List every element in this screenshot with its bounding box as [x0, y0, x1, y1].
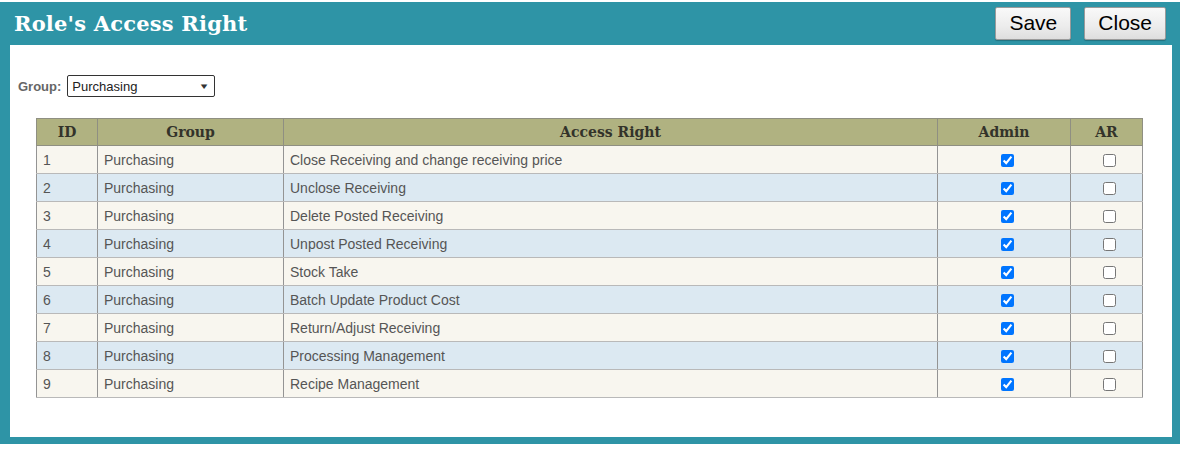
ar-checkbox[interactable]	[1103, 154, 1116, 167]
cell-ar	[1071, 146, 1143, 174]
group-filter-row: Group: Purchasing ▼	[18, 75, 1172, 97]
cell-id: 8	[37, 342, 98, 370]
ar-checkbox[interactable]	[1103, 294, 1116, 307]
cell-group: Purchasing	[98, 174, 284, 202]
ar-checkbox[interactable]	[1103, 210, 1116, 223]
cell-id: 6	[37, 286, 98, 314]
cell-access-right: Delete Posted Receiving	[284, 202, 938, 230]
cell-id: 9	[37, 370, 98, 398]
table-row: 9PurchasingRecipe Management	[37, 370, 1143, 398]
group-select[interactable]: Purchasing ▼	[67, 75, 215, 97]
table-row: 2PurchasingUnclose Receiving	[37, 174, 1143, 202]
admin-checkbox[interactable]	[1001, 322, 1014, 335]
col-header-id: ID	[37, 119, 98, 146]
access-rights-table: ID Group Access Right Admin AR 1Purchasi…	[36, 118, 1143, 398]
admin-checkbox[interactable]	[1001, 378, 1014, 391]
col-header-ar: AR	[1071, 119, 1143, 146]
col-header-access-right: Access Right	[284, 119, 938, 146]
cell-ar	[1071, 174, 1143, 202]
cell-access-right: Unpost Posted Receiving	[284, 230, 938, 258]
table-row: 3PurchasingDelete Posted Receiving	[37, 202, 1143, 230]
cell-ar	[1071, 258, 1143, 286]
cell-admin	[938, 314, 1071, 342]
cell-id: 1	[37, 146, 98, 174]
cell-admin	[938, 174, 1071, 202]
close-button[interactable]: Close	[1084, 7, 1166, 40]
cell-id: 7	[37, 314, 98, 342]
col-header-group: Group	[98, 119, 284, 146]
save-button[interactable]: Save	[995, 7, 1071, 40]
cell-access-right: Batch Update Product Cost	[284, 286, 938, 314]
admin-checkbox[interactable]	[1001, 182, 1014, 195]
group-label: Group:	[18, 79, 61, 94]
col-header-admin: Admin	[938, 119, 1071, 146]
admin-checkbox[interactable]	[1001, 350, 1014, 363]
content-panel: Group: Purchasing ▼ ID Group Access Righ…	[10, 45, 1172, 437]
cell-ar	[1071, 342, 1143, 370]
cell-ar	[1071, 202, 1143, 230]
cell-admin	[938, 202, 1071, 230]
cell-ar	[1071, 286, 1143, 314]
cell-access-right: Return/Adjust Receiving	[284, 314, 938, 342]
ar-checkbox[interactable]	[1103, 378, 1116, 391]
ar-checkbox[interactable]	[1103, 322, 1116, 335]
cell-id: 3	[37, 202, 98, 230]
cell-group: Purchasing	[98, 230, 284, 258]
cell-id: 4	[37, 230, 98, 258]
cell-admin	[938, 286, 1071, 314]
cell-admin	[938, 370, 1071, 398]
table-row: 6PurchasingBatch Update Product Cost	[37, 286, 1143, 314]
cell-admin	[938, 230, 1071, 258]
dropdown-arrow-icon: ▼	[199, 82, 210, 91]
cell-admin	[938, 258, 1071, 286]
ar-checkbox[interactable]	[1103, 266, 1116, 279]
cell-group: Purchasing	[98, 258, 284, 286]
table-row: 4PurchasingUnpost Posted Receiving	[37, 230, 1143, 258]
cell-access-right: Close Receiving and change receiving pri…	[284, 146, 938, 174]
page-title: Role's Access Right	[14, 11, 247, 36]
admin-checkbox[interactable]	[1001, 154, 1014, 167]
cell-group: Purchasing	[98, 314, 284, 342]
topbar-buttons: Save Close	[995, 7, 1166, 40]
admin-checkbox[interactable]	[1001, 266, 1014, 279]
cell-group: Purchasing	[98, 370, 284, 398]
cell-admin	[938, 342, 1071, 370]
admin-checkbox[interactable]	[1001, 238, 1014, 251]
cell-access-right: Stock Take	[284, 258, 938, 286]
cell-id: 2	[37, 174, 98, 202]
cell-group: Purchasing	[98, 342, 284, 370]
cell-admin	[938, 146, 1071, 174]
cell-ar	[1071, 230, 1143, 258]
cell-access-right: Unclose Receiving	[284, 174, 938, 202]
cell-ar	[1071, 370, 1143, 398]
table-header-row: ID Group Access Right Admin AR	[37, 119, 1143, 146]
cell-group: Purchasing	[98, 146, 284, 174]
table-row: 8PurchasingProcessing Management	[37, 342, 1143, 370]
admin-checkbox[interactable]	[1001, 210, 1014, 223]
admin-checkbox[interactable]	[1001, 294, 1014, 307]
table-row: 7PurchasingReturn/Adjust Receiving	[37, 314, 1143, 342]
title-bar: Role's Access Right Save Close	[0, 2, 1180, 45]
table-row: 1PurchasingClose Receiving and change re…	[37, 146, 1143, 174]
cell-access-right: Processing Management	[284, 342, 938, 370]
cell-group: Purchasing	[98, 286, 284, 314]
group-select-value: Purchasing	[72, 79, 137, 94]
ar-checkbox[interactable]	[1103, 238, 1116, 251]
cell-id: 5	[37, 258, 98, 286]
table-row: 5PurchasingStock Take	[37, 258, 1143, 286]
ar-checkbox[interactable]	[1103, 350, 1116, 363]
cell-group: Purchasing	[98, 202, 284, 230]
cell-ar	[1071, 314, 1143, 342]
ar-checkbox[interactable]	[1103, 182, 1116, 195]
teal-frame: Role's Access Right Save Close Group: Pu…	[0, 2, 1180, 444]
cell-access-right: Recipe Management	[284, 370, 938, 398]
